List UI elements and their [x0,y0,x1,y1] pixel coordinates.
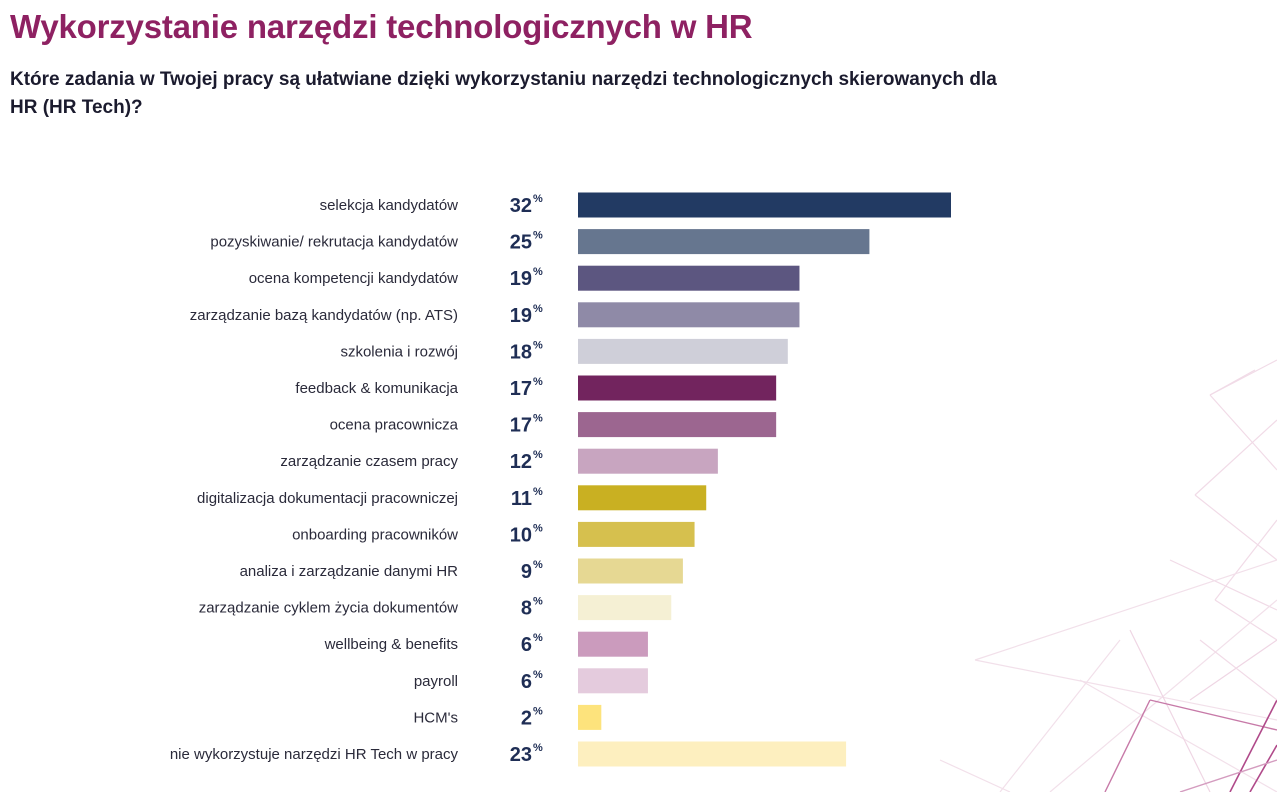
category-label: szkolenia i rozwój [340,343,458,360]
bar [578,412,777,438]
percent-sign: % [533,376,543,388]
category-label: zarządzanie cyklem życia dokumentów [199,600,458,617]
value-label: 19 [510,305,532,327]
bar [578,741,847,767]
category-label: HCM's [413,709,458,726]
value-label: 12 [510,451,532,473]
category-label: analiza i zarządzanie danymi HR [240,563,459,580]
category-label: selekcja kandydatów [320,197,459,214]
category-label: feedback & komunikacja [295,380,458,397]
bar [578,265,800,291]
bar [578,229,870,255]
value-label: 17 [510,415,532,437]
bar [578,558,683,584]
bar [578,448,718,474]
value-label: 25 [510,232,532,254]
bar [578,704,602,730]
category-label: payroll [414,673,458,690]
bar [578,595,672,621]
bar [578,521,695,547]
category-label: zarządzanie czasem pracy [280,453,458,470]
bar [578,668,648,694]
value-label: 2 [521,707,532,729]
value-label: 11 [511,488,532,510]
value-label: 9 [521,561,532,583]
category-label: digitalizacja dokumentacji pracowniczej [197,490,458,507]
value-label: 6 [521,634,532,656]
category-label: nie wykorzystuje narzędzi HR Tech w prac… [170,746,459,763]
value-label: 8 [521,598,532,620]
value-label: 17 [510,378,532,400]
percent-sign: % [533,230,543,242]
percent-sign: % [533,742,543,754]
percent-sign: % [533,303,543,315]
category-label: ocena pracownicza [330,417,459,434]
category-label: ocena kompetencji kandydatów [249,270,458,287]
value-label: 19 [510,268,532,290]
percent-sign: % [533,705,543,717]
chart-subtitle: Które zadania w Twojej pracy są ułatwian… [10,69,997,118]
bar [578,485,707,511]
percent-sign: % [533,339,543,351]
category-label: zarządzanie bazą kandydatów (np. ATS) [190,307,458,324]
page-title: Wykorzystanie narzędzi technologicznych … [10,8,753,45]
bar [578,302,800,328]
category-label: onboarding pracowników [292,526,458,543]
bar [578,192,951,218]
percent-sign: % [533,559,543,571]
percent-sign: % [533,193,543,205]
percent-sign: % [533,522,543,534]
percent-sign: % [533,596,543,608]
percent-sign: % [533,632,543,644]
category-label: pozyskiwanie/ rekrutacja kandydatów [210,234,458,251]
bar [578,631,648,657]
value-label: 32 [510,195,532,217]
value-label: 18 [510,341,532,363]
value-label: 10 [510,524,532,546]
value-label: 6 [521,671,532,693]
percent-sign: % [533,266,543,278]
percent-sign: % [533,669,543,681]
category-label: wellbeing & benefits [324,636,458,653]
percent-sign: % [533,413,543,425]
bar [578,338,788,364]
value-label: 23 [510,744,532,766]
percent-sign: % [533,486,543,498]
percent-sign: % [533,449,543,461]
bar [578,375,777,401]
